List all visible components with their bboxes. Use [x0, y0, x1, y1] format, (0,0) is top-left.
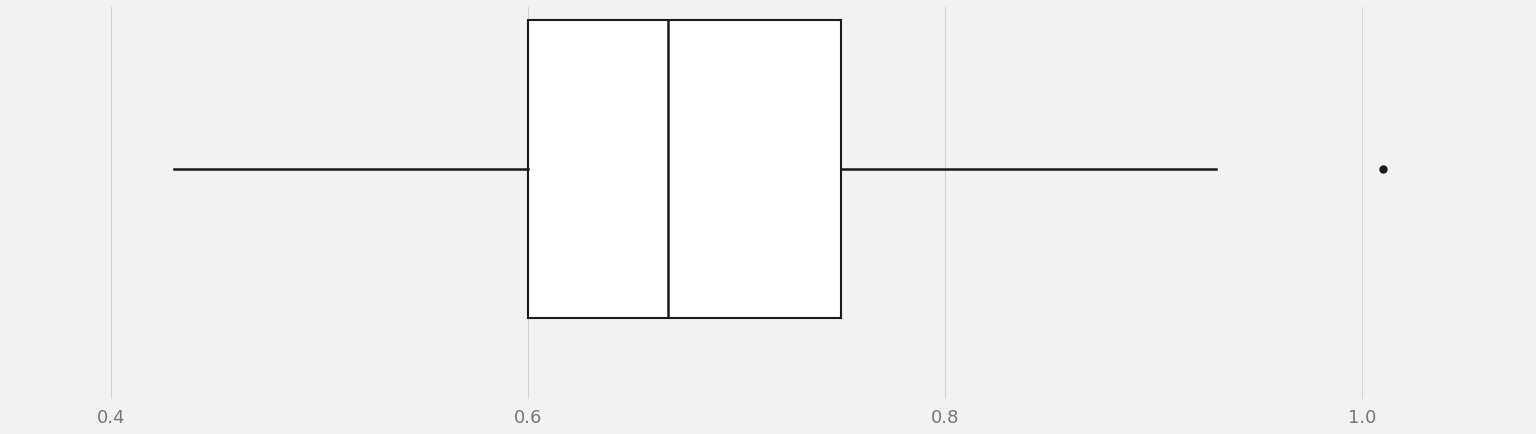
PathPatch shape [528, 20, 842, 318]
